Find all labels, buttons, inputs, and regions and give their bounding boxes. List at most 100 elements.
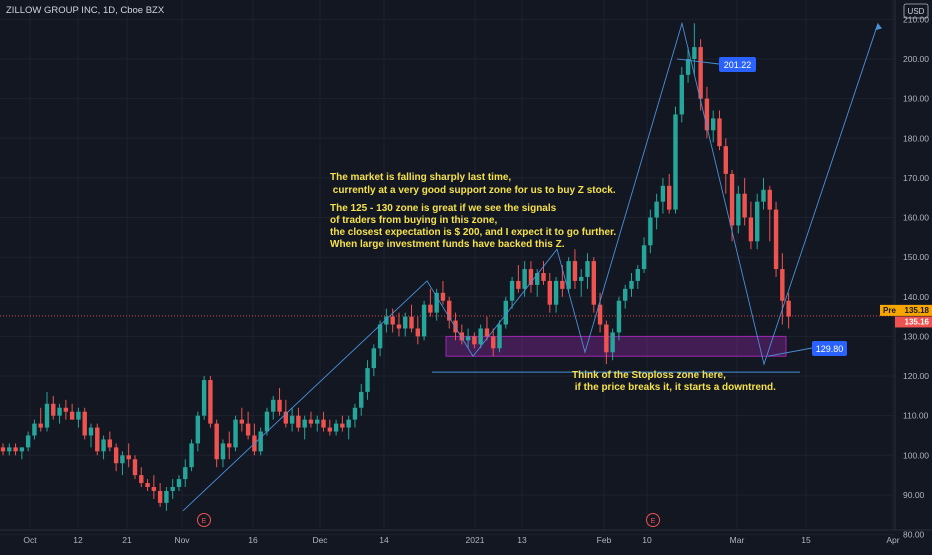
candle-body (107, 439, 113, 448)
candle-body (227, 443, 232, 448)
candle-body (403, 316, 408, 329)
candle-body (610, 332, 615, 353)
candle-body (409, 316, 414, 329)
candle-body (63, 407, 69, 412)
candle-body (597, 304, 603, 325)
candle-body (698, 47, 703, 99)
currency-label: USD (908, 7, 925, 16)
grid-lines (0, 0, 895, 536)
note2-line-2: of traders from buying in this zone, (330, 215, 497, 226)
candle-body (25, 435, 31, 448)
x-tick-label: Dec (312, 535, 328, 545)
candle-body (497, 324, 502, 349)
pre-market-badge: Pre 135.18 (880, 304, 932, 316)
x-axis-ticks: Oct 12 21 Nov 16 Dec 14 2021 13 Feb 10 Mar 15 Apr (23, 535, 899, 545)
candle-body (641, 245, 647, 270)
badge-low[interactable]: 129.80 (812, 341, 847, 356)
candle-body (711, 118, 716, 131)
y-tick-label: 150.00 (903, 252, 929, 262)
candle-body (19, 447, 25, 452)
candle-body (38, 423, 43, 428)
candle-body (390, 316, 395, 325)
candle-body (208, 380, 213, 424)
candle-body (509, 280, 515, 301)
x-tick-label: 21 (122, 535, 132, 545)
x-tick-label: 14 (379, 535, 389, 545)
earnings-e-2: E (651, 518, 656, 525)
candle-body (755, 201, 760, 242)
candle-body (516, 280, 521, 289)
trend-zigzag (182, 21, 879, 512)
y-tick-label: 130.00 (903, 331, 929, 341)
candle-body (472, 336, 477, 345)
candle-body (365, 368, 370, 392)
candle-body (447, 300, 452, 321)
note3-line-2: if the price breaks it, it starts a down… (572, 382, 776, 393)
currency-button[interactable]: USD (903, 3, 929, 19)
x-tick-label: Feb (597, 535, 612, 545)
candle-body (113, 447, 119, 464)
candle-body (572, 261, 578, 281)
candle-body (704, 98, 710, 131)
candle-body (591, 261, 596, 305)
candle-body (333, 423, 339, 432)
badge-high[interactable]: 201.22 (719, 57, 756, 72)
y-tick-label: 110.00 (903, 411, 929, 421)
candle-body (157, 490, 163, 503)
candle-body (679, 74, 684, 115)
candle-body (371, 348, 377, 369)
y-tick-label: 90.00 (903, 490, 925, 500)
candle-body (264, 411, 270, 432)
x-tick-label: 15 (801, 535, 811, 545)
candle-body (352, 407, 358, 420)
candle-body (51, 403, 56, 416)
candles-group (0, 23, 791, 511)
y-tick-label: 200.00 (903, 54, 929, 64)
candle-body (164, 490, 169, 503)
candle-body (183, 467, 188, 480)
candle-body (277, 399, 282, 412)
candle-body (667, 185, 672, 210)
candle-body (176, 479, 182, 488)
x-tick-label: 2021 (466, 535, 485, 545)
candle-body (767, 189, 772, 210)
pre-label: Pre (883, 306, 896, 315)
pre-value: 135.18 (905, 306, 930, 315)
annotation-note-1: The market is falling sharply last time,… (330, 172, 616, 196)
note1-line-2: currently at a very good support zone fo… (330, 185, 616, 196)
x-tick-label: 13 (517, 535, 527, 545)
candle-body (289, 415, 295, 424)
candle-body (126, 455, 131, 460)
candle-body (635, 269, 640, 281)
y-tick-label: 100.00 (903, 450, 929, 460)
note2-line-3: the closest expectation is $ 200, and I … (330, 227, 616, 238)
candle-body (742, 193, 747, 218)
candle-body (522, 269, 527, 289)
last-price-badge: 135.16 (895, 316, 932, 328)
candle-body (132, 459, 138, 476)
badge-high-label: 201.22 (724, 60, 752, 70)
callout-line-low (767, 347, 813, 357)
candle-body (453, 320, 458, 333)
candle-body (673, 114, 678, 210)
candle-body (340, 423, 345, 428)
trendlines-group (182, 21, 882, 512)
candle-body (566, 261, 571, 289)
candle-body (0, 447, 6, 452)
candle-body (321, 419, 326, 428)
candle-body (478, 328, 483, 345)
candle-body (440, 292, 446, 301)
candle-body (151, 487, 157, 491)
candle-body (283, 411, 289, 424)
candle-body (327, 427, 333, 432)
earnings-marker-1[interactable]: E (197, 513, 211, 527)
note2-line-4: When large investment funds have backed … (330, 239, 565, 250)
candle-body (195, 415, 201, 444)
candle-body (233, 419, 238, 448)
callout-line-high (676, 58, 720, 65)
candle-body (748, 217, 754, 242)
candle-body (560, 280, 565, 289)
earnings-marker-2[interactable]: E (646, 513, 660, 527)
